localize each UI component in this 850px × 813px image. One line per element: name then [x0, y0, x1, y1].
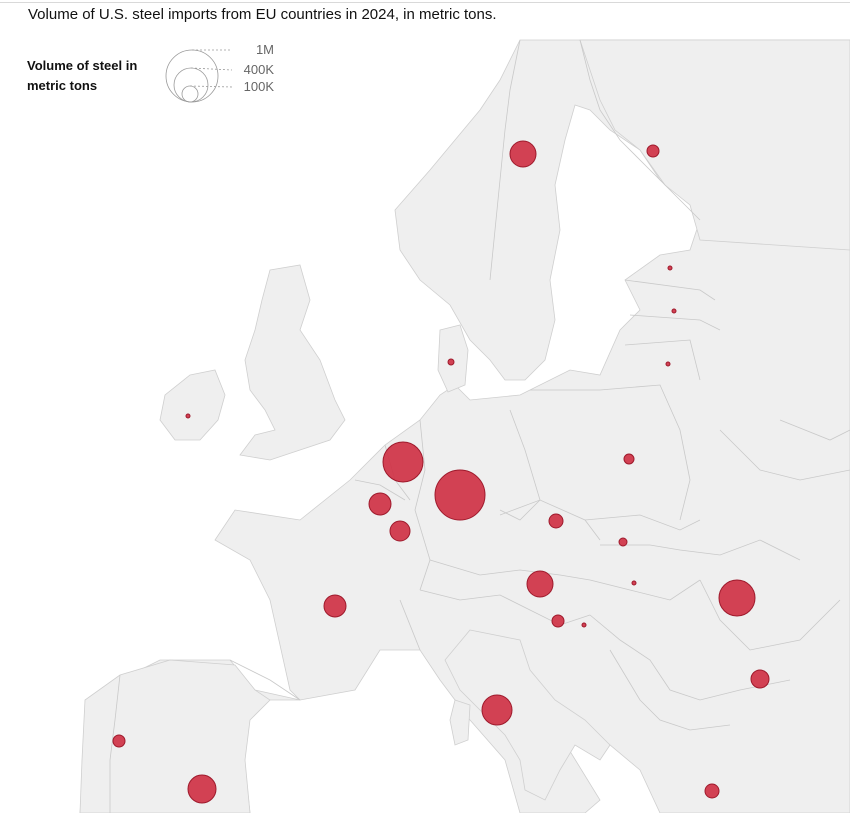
bubble-belgium: [368, 492, 392, 516]
land-italy: [444, 629, 611, 801]
legend-circle-400k: [173, 67, 209, 103]
bubble-france: [323, 594, 347, 618]
legend-circle-1m: [165, 49, 219, 103]
bubble-sweden: [509, 140, 537, 168]
land-layer: [79, 39, 850, 813]
land-great-britain: [239, 264, 346, 461]
land-finland: [579, 39, 850, 251]
land-ireland: [159, 369, 226, 441]
bubble-portugal: [112, 734, 126, 748]
bubble-croatia: [581, 622, 587, 628]
bubble-bulgaria: [750, 669, 770, 689]
land-corsica: [449, 699, 471, 746]
bubble-poland: [623, 453, 635, 465]
legend-label-400k: 400K: [243, 62, 274, 77]
legend-label-100k: 100K: [243, 79, 274, 94]
map-title: Volume of U.S. steel imports from EU cou…: [28, 6, 497, 23]
bubble-ireland: [185, 413, 191, 419]
bubble-germany: [434, 469, 486, 521]
bubble-czechia: [548, 513, 564, 529]
bubble-slovenia: [551, 614, 565, 628]
bubble-slovakia: [618, 537, 628, 547]
bubble-romania: [718, 579, 756, 617]
legend-title: Volume of steel in metric tons: [27, 58, 138, 93]
bubble-greece: [704, 783, 720, 799]
legend-leader-400k: [190, 67, 233, 71]
bubble-spain: [187, 774, 217, 804]
land-iberia: [79, 659, 271, 813]
legend-circles: [165, 49, 233, 103]
bubble-layer: [112, 140, 770, 804]
land-denmark: [437, 324, 469, 393]
bubble-hungary: [631, 580, 637, 586]
bubble-finland: [646, 144, 660, 158]
top-rule: [0, 2, 850, 3]
bubble-estonia: [667, 265, 673, 271]
bubble-austria: [526, 570, 554, 598]
bubble-luxembourg: [389, 520, 411, 542]
legend-circle-100k: [181, 85, 199, 103]
bubble-denmark: [447, 358, 455, 366]
legend-leader-100k: [189, 85, 233, 88]
bubble-lithuania: [665, 361, 671, 367]
bubble-italy: [481, 694, 513, 726]
legend-label-1m: 1M: [255, 42, 274, 57]
bubble-netherlands: [382, 441, 424, 483]
bubble-latvia: [671, 308, 677, 314]
